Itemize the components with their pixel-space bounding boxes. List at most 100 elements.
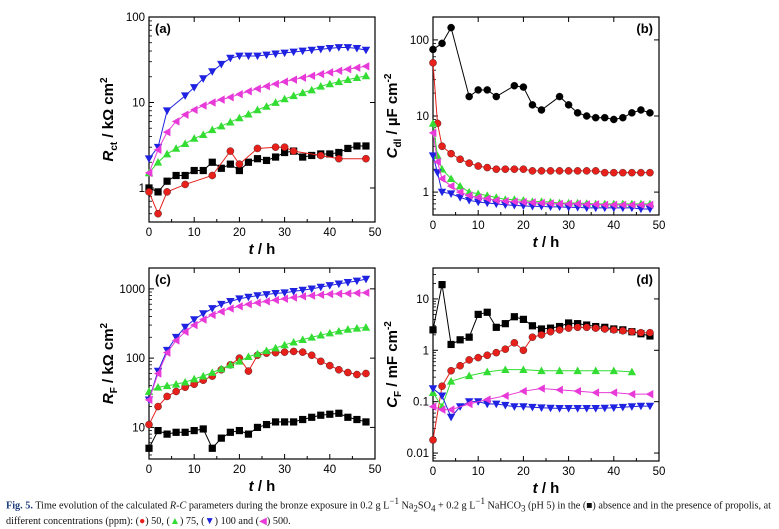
data-point [190,106,198,114]
data-point [245,159,252,166]
data-point [271,98,279,106]
data-point [447,367,454,374]
data-point [573,387,581,395]
data-point [200,425,207,432]
figure-caption: Fig. 5. Time evolution of the calculated… [6,494,774,529]
data-point [484,164,491,171]
x-tick-label: 0 [430,220,436,232]
data-point [493,93,500,100]
data-point [163,178,170,185]
data-point [447,190,455,198]
data-point [227,429,234,436]
data-point [281,418,288,425]
data-point [493,166,500,173]
data-point [362,289,370,297]
caption-label: Fig. 5. [6,500,33,511]
series-line [149,293,366,400]
data-point [244,110,252,118]
y-axis-label: RF / kΩ cm2 [99,322,120,404]
data-point [218,435,225,442]
series-line [149,327,366,391]
series-line [433,63,650,173]
data-point [484,309,491,316]
data-point [511,339,518,346]
y-tick-label: 0.01 [407,448,429,460]
data-point [271,296,279,304]
data-point [217,95,225,103]
x-tick-label: 50 [653,466,666,478]
data-point [235,114,243,122]
x-axis-label: t / h [249,241,276,258]
data-point [326,68,334,76]
data-point [438,40,445,47]
data-point [335,366,342,373]
data-point [226,55,234,63]
data-point [511,166,518,173]
data-point [466,334,473,341]
x-axis-label: t / h [533,234,560,251]
data-point [145,188,152,195]
data-point [447,24,454,31]
panel-label: (d) [636,272,653,287]
data-point [280,78,288,86]
data-point [289,75,297,83]
data-point [208,98,216,106]
data-point [145,445,152,452]
data-point [565,167,572,174]
x-tick-label: 10 [472,466,485,478]
data-point [326,411,333,418]
data-point [254,145,261,152]
data-point [362,418,369,425]
data-point [226,118,234,126]
data-point [299,153,306,160]
data-point [199,130,207,138]
data-point [299,416,306,423]
data-point [326,362,333,369]
chart-panel-3: 0 10 20 30 40 500.010.1110t / hCF / mF cm-2(d… [383,268,665,497]
data-point [547,328,554,335]
y-tick-label: 10 [132,97,145,109]
panel-label: (c) [155,272,171,287]
data-point [556,93,563,100]
data-point [199,101,207,109]
series-line [433,370,632,407]
caption-so4: SO [418,500,431,511]
data-point [272,144,279,151]
x-tick-label: 30 [562,220,575,232]
data-point [299,349,306,356]
data-point [191,427,198,434]
data-point [280,95,288,103]
data-point [457,156,464,163]
data-point [217,61,225,69]
data-point [601,325,608,332]
data-point [290,418,297,425]
y-tick-label: 10 [416,294,429,306]
data-point [520,347,527,354]
x-tick-label: 0 [146,464,152,476]
data-point [429,436,436,443]
x-tick-label: 10 [188,464,201,476]
data-point [335,155,342,162]
data-point [209,159,216,166]
data-point [475,162,482,169]
data-point [308,414,315,421]
y-tick-label: 100 [410,35,429,47]
data-point [154,188,161,195]
data-point [154,427,161,434]
data-point [610,116,617,123]
caption-sup-2: −1 [475,496,485,506]
data-point [362,370,369,377]
data-point [163,107,171,115]
data-point [447,405,455,413]
data-point [191,167,198,174]
caption-na2so4: Na [399,500,413,511]
data-point [227,148,234,155]
data-point [163,431,170,438]
data-point [501,392,509,400]
data-point [610,326,617,333]
data-point [457,362,464,369]
data-point [475,86,482,93]
x-tick-label: 10 [472,220,485,232]
data-point [429,326,436,333]
data-point [245,431,252,438]
